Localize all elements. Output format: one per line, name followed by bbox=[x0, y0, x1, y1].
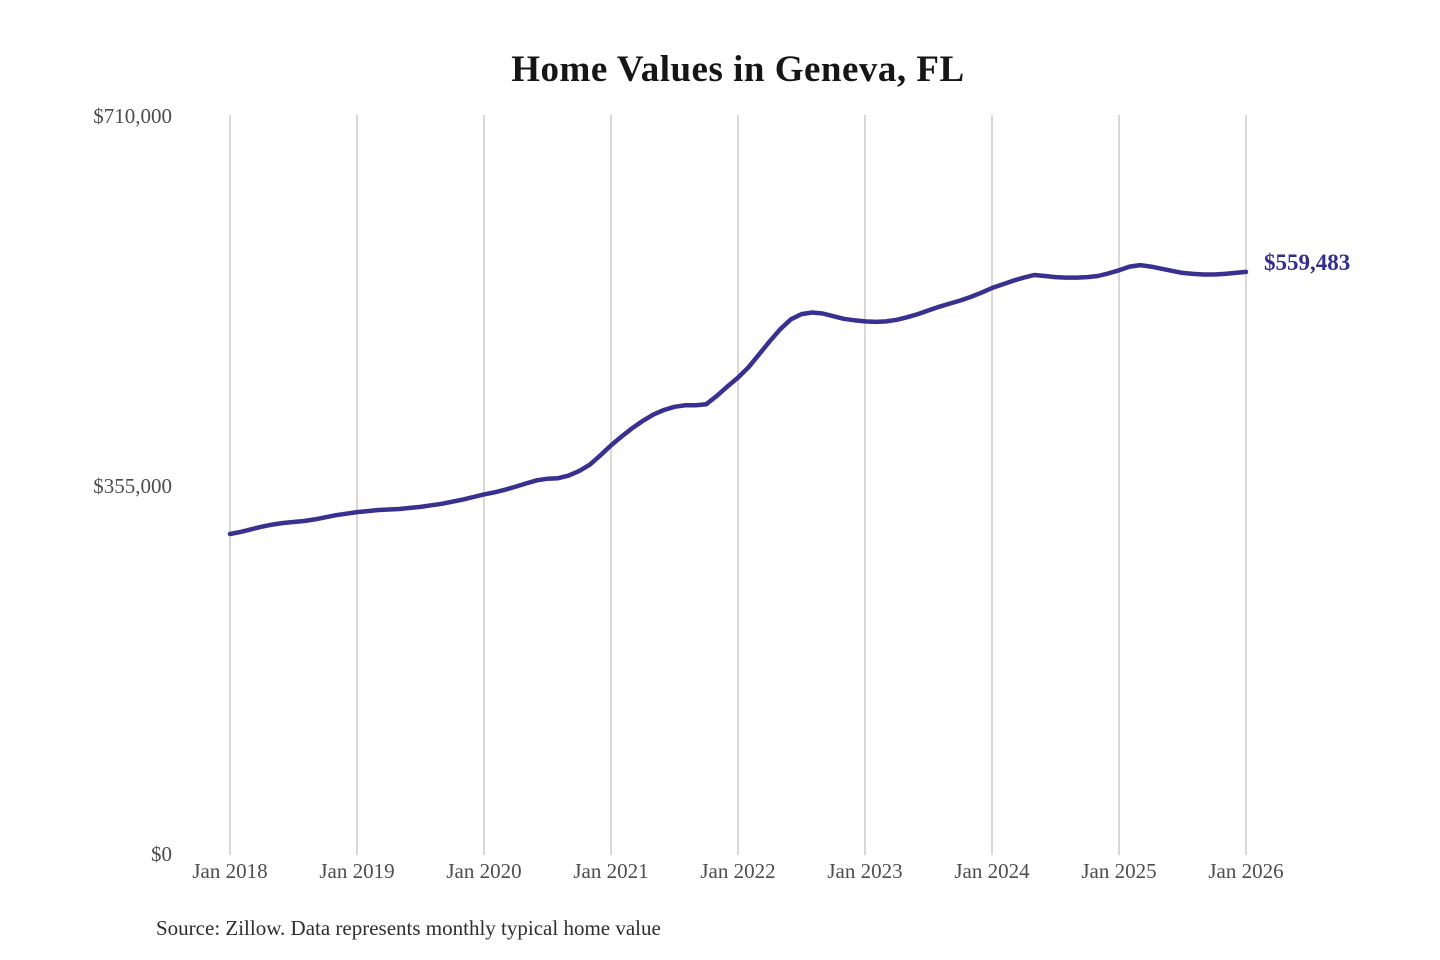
x-tick-jan-2019: Jan 2019 bbox=[319, 859, 395, 883]
x-tick-jan-2018: Jan 2018 bbox=[192, 859, 268, 883]
x-tick-jan-2026: Jan 2026 bbox=[1208, 859, 1284, 883]
home-value-series-line bbox=[227, 262, 1249, 537]
x-tick-jan-2024: Jan 2024 bbox=[954, 859, 1030, 883]
x-tick-jan-2025: Jan 2025 bbox=[1081, 859, 1157, 883]
x-tick-jan-2020: Jan 2020 bbox=[446, 859, 522, 883]
y-tick-355000: $355,000 bbox=[93, 474, 172, 498]
x-tick-jan-2022: Jan 2022 bbox=[700, 859, 776, 883]
x-tick-jan-2021: Jan 2021 bbox=[573, 859, 649, 883]
y-tick-0: $0 bbox=[151, 842, 172, 866]
source-note: Source: Zillow. Data represents monthly … bbox=[156, 916, 661, 940]
chart-title: Home Values in Geneva, FL bbox=[511, 49, 965, 90]
x-tick-jan-2023: Jan 2023 bbox=[827, 859, 903, 883]
y-tick-710000: $710,000 bbox=[93, 104, 172, 128]
final-value-label: $559,483 bbox=[1264, 250, 1351, 275]
